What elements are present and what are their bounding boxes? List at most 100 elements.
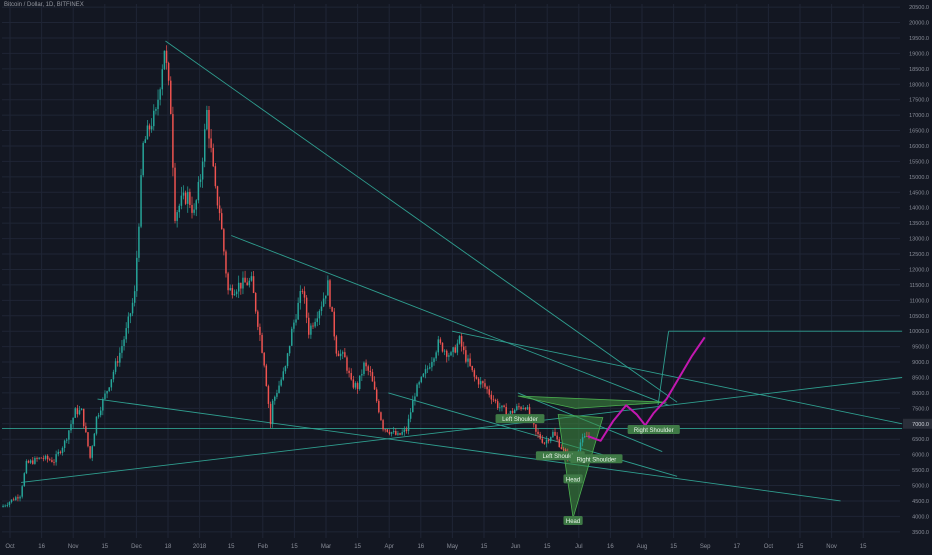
price-tick-label: 8000.0: [912, 391, 929, 397]
candle: [208, 109, 210, 139]
candle: [82, 408, 85, 427]
price-tick-label: 6500.0: [912, 437, 929, 443]
candle: [148, 125, 151, 130]
pattern-label[interactable]: Right Shoulder: [577, 457, 617, 463]
candle: [265, 365, 268, 387]
candle: [144, 139, 147, 143]
trendline[interactable]: [451, 330, 903, 425]
candle: [99, 410, 102, 416]
time-tick-label: Nov: [826, 544, 837, 550]
candle: [471, 365, 473, 371]
candle: [63, 440, 66, 448]
candle: [157, 99, 159, 110]
candle: [488, 389, 490, 395]
candle: [473, 370, 476, 377]
candle: [254, 292, 257, 312]
time-tick-label: Mar: [321, 544, 331, 550]
candle: [371, 372, 374, 382]
candle: [503, 405, 505, 408]
candle: [176, 212, 178, 221]
candle: [29, 460, 32, 463]
price-axis[interactable]: 3500.0 4000.0 4500.0 5000.0 5500.0 6000.0 6500…: [903, 5, 932, 536]
candle: [182, 192, 185, 196]
candle: [392, 431, 395, 433]
head-and-shoulders-patterns[interactable]: [517, 395, 667, 519]
candle: [501, 405, 503, 408]
candle: [218, 205, 221, 214]
candle: [34, 457, 36, 464]
candle: [180, 195, 183, 206]
time-axis[interactable]: Oct 16 Nov 15 Dec 18 2018 15 Feb 15 Mar 15 Apr 16 May 1…: [5, 544, 867, 550]
candle: [337, 353, 340, 357]
trendline[interactable]: [657, 331, 670, 406]
candle: [231, 288, 234, 296]
candle: [564, 449, 567, 453]
candle: [244, 277, 246, 283]
candle: [235, 291, 238, 295]
candle: [346, 357, 348, 371]
pattern-label[interactable]: Head: [566, 519, 580, 525]
candle: [401, 432, 403, 435]
price-tick-label: 9500.0: [912, 345, 929, 351]
candle: [189, 191, 191, 205]
candle: [456, 343, 459, 353]
price-tick-label: 16500.0: [909, 129, 929, 135]
candle: [320, 306, 323, 311]
candle: [325, 295, 327, 299]
pattern-label[interactable]: Left Shoulder: [502, 417, 538, 423]
trendline[interactable]: [21, 377, 903, 483]
price-tick-label: 15000.0: [909, 175, 929, 181]
pattern-labels[interactable]: Left Shoulder Left Shoulder Head Right Shou…: [495, 414, 680, 526]
price-tick-label: 13500.0: [909, 221, 929, 227]
trendline[interactable]: [165, 40, 678, 403]
candle: [223, 229, 225, 252]
candle: [278, 385, 280, 393]
candle: [53, 461, 55, 463]
candle: [545, 439, 548, 444]
candle: [6, 505, 9, 506]
candle: [395, 431, 397, 435]
trendline[interactable]: [97, 398, 841, 502]
candle: [70, 424, 72, 431]
candle: [250, 276, 253, 281]
candle: [138, 226, 140, 258]
candle: [229, 288, 231, 291]
candle: [303, 291, 306, 298]
candle: [305, 297, 308, 318]
candle: [184, 192, 187, 204]
trendlines[interactable]: [2, 40, 903, 502]
pattern-label[interactable]: Head: [566, 477, 580, 483]
candle: [87, 432, 89, 447]
candle: [201, 161, 204, 180]
trendline[interactable]: [231, 235, 669, 406]
candles: [2, 45, 590, 508]
pattern-label-bg: [495, 414, 545, 424]
candle: [167, 62, 170, 81]
trendline[interactable]: [388, 392, 678, 477]
candle: [23, 473, 26, 487]
pattern-triangle[interactable]: [557, 414, 604, 519]
price-tick-label: 9000.0: [912, 360, 929, 366]
candle: [178, 205, 181, 213]
price-tick-label: 20000.0: [909, 21, 929, 27]
price-tick-label: 11500.0: [910, 283, 929, 289]
candle: [89, 446, 91, 458]
candle: [248, 280, 251, 286]
price-tick-label: 5500.0: [912, 468, 929, 474]
candle: [72, 417, 74, 425]
candle: [36, 457, 38, 459]
candle: [127, 316, 130, 329]
candle: [433, 358, 435, 362]
pattern-triangle[interactable]: [517, 395, 667, 409]
pattern-label[interactable]: Left Shoulder: [542, 454, 578, 460]
candle: [581, 437, 584, 443]
candle: [191, 204, 193, 213]
candle: [310, 325, 312, 335]
candle: [267, 386, 270, 404]
price-tick-label: 6000.0: [912, 453, 929, 459]
candle: [361, 374, 363, 376]
pattern-label[interactable]: Right Shoulder: [634, 428, 674, 434]
price-tick-label: 12500.0: [909, 252, 929, 258]
